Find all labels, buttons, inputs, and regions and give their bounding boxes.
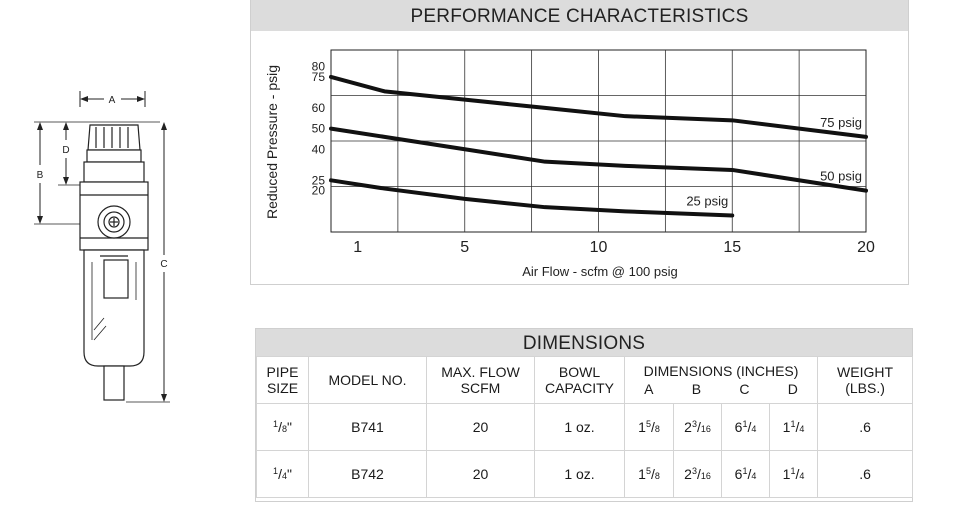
x-tick-label: 15 xyxy=(723,239,741,256)
table-row: 1/4" B742 20 1 oz. 15/8 23/16 61/4 11/4 … xyxy=(256,450,914,498)
header-weight: WEIGHT (LBS.) xyxy=(817,356,914,404)
cell-max-flow: 20 xyxy=(426,450,535,498)
cell-model: B741 xyxy=(308,403,427,451)
y-tick-label: 80 xyxy=(312,60,326,74)
cell-pipe-size: 1/4" xyxy=(256,450,309,498)
cell-dim-b: 23/16 xyxy=(673,450,722,498)
y-tick-label: 20 xyxy=(312,184,326,198)
regulator-body xyxy=(79,124,149,401)
cell-dim-b: 23/16 xyxy=(673,403,722,451)
series-line xyxy=(329,126,868,193)
header-max-flow: MAX. FLOW SCFM xyxy=(426,356,535,404)
x-axis-label: Air Flow - scfm @ 100 psig xyxy=(522,264,678,279)
cell-model: B742 xyxy=(308,450,427,498)
dim-label-a: A xyxy=(109,95,116,106)
cell-dim-d: 11/4 xyxy=(768,450,819,498)
cell-dim-a: 15/8 xyxy=(624,403,674,451)
dim-label-d: D xyxy=(62,145,69,156)
bowl xyxy=(83,249,145,367)
arrow-a-left xyxy=(80,96,88,102)
arrow-c-bottom xyxy=(161,394,167,402)
drain-valve xyxy=(103,365,125,401)
cell-dim-a: 15/8 xyxy=(624,450,674,498)
header-dim-a: A xyxy=(644,381,654,397)
cell-dim-c: 61/4 xyxy=(721,403,770,451)
chart-series: 75 psig 50 psig 25 psig xyxy=(329,74,868,218)
dimensions-table: PIPE SIZE MODEL NO. MAX. FLOW SCFM BOWL … xyxy=(256,356,914,498)
x-tick-label: 20 xyxy=(857,239,875,256)
header-model: MODEL NO. xyxy=(308,356,427,404)
series-line xyxy=(329,178,735,218)
arrow-b-top xyxy=(37,122,43,130)
x-tick-label: 5 xyxy=(460,239,469,256)
x-tick-label: 10 xyxy=(590,239,608,256)
performance-title: PERFORMANCE CHARACTERISTICS xyxy=(251,0,908,31)
cell-bowl-capacity: 1 oz. xyxy=(534,403,625,451)
arrow-d-bottom xyxy=(63,177,69,185)
series-label: 25 psig xyxy=(686,193,728,208)
cell-bowl-capacity: 1 oz. xyxy=(534,450,625,498)
table-header-row: PIPE SIZE MODEL NO. MAX. FLOW SCFM BOWL … xyxy=(256,356,914,404)
dimensions-panel: DIMENSIONS PIPE SIZE MODEL NO. MAX. FLOW… xyxy=(255,328,914,502)
dim-label-c: C xyxy=(160,259,167,270)
x-tick-label: 1 xyxy=(353,239,362,256)
cell-dim-d: 11/4 xyxy=(768,403,819,451)
y-tick-label: 25 xyxy=(312,173,326,187)
series-label: 75 psig xyxy=(820,115,862,130)
header-dim-d: D xyxy=(787,381,798,397)
y-tick-label: 50 xyxy=(312,122,326,136)
dim-label-b: B xyxy=(37,170,44,181)
arrow-a-right xyxy=(137,96,145,102)
series-label: 50 psig xyxy=(820,169,862,184)
table-row: 1/8" B741 20 1 oz. 15/8 23/16 61/4 11/4 … xyxy=(256,403,914,451)
y-tick-label: 60 xyxy=(312,101,326,115)
cell-max-flow: 20 xyxy=(426,403,535,451)
y-tick-label: 75 xyxy=(312,70,326,84)
arrow-d-top xyxy=(63,122,69,130)
arrow-b-bottom xyxy=(37,216,43,224)
cell-weight: .6 xyxy=(817,450,914,498)
arrow-c-top xyxy=(161,122,167,130)
header-pipe-size: PIPE SIZE xyxy=(256,356,309,404)
header-dimensions: DIMENSIONS (INCHES) A B C D xyxy=(623,356,819,404)
header-dim-b: B xyxy=(691,381,702,397)
y-tick-label: 40 xyxy=(312,142,326,156)
performance-panel: PERFORMANCE CHARACTERISTICS 75 psig 50 ps… xyxy=(250,0,909,285)
filter-regulator-drawing: A B D C xyxy=(34,91,170,403)
cell-pipe-size: 1/8" xyxy=(256,403,309,451)
header-dim-c: C xyxy=(739,381,750,397)
cell-weight: .6 xyxy=(817,403,914,451)
header-bowl-capacity: BOWL CAPACITY xyxy=(534,356,625,404)
series-line xyxy=(329,74,868,139)
dimensions-title: DIMENSIONS xyxy=(256,329,912,356)
y-axis-label: Reduced Pressure - psig xyxy=(264,65,280,219)
cell-dim-c: 61/4 xyxy=(721,450,770,498)
